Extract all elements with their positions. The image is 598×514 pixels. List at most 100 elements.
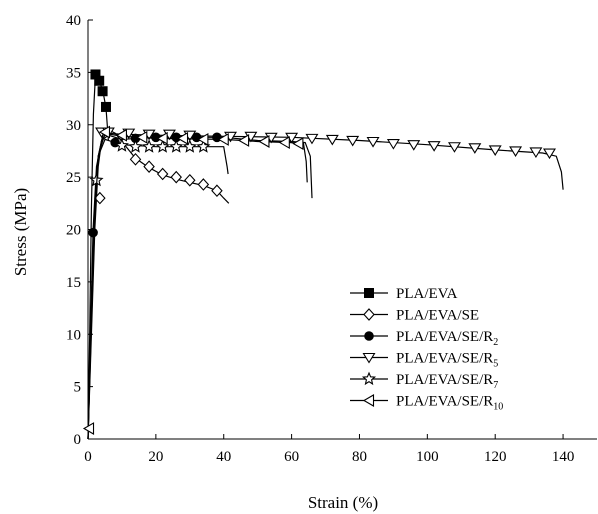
data-point	[529, 147, 543, 159]
data-point	[143, 160, 155, 173]
y-tick-label: 10	[66, 327, 81, 343]
legend-label-subscript: 2	[493, 337, 498, 348]
series-layer	[82, 69, 564, 440]
y-tick-label: 30	[66, 118, 81, 134]
data-point	[170, 170, 182, 184]
data-point	[155, 139, 170, 153]
axes	[87, 19, 597, 440]
x-tick-label: 120	[484, 449, 507, 465]
legend-label-text: PLA/EVA	[396, 286, 458, 302]
legend-marker	[361, 371, 377, 386]
data-point	[509, 146, 523, 157]
data-point	[325, 134, 339, 146]
data-point	[142, 139, 157, 153]
x-tick-label: 80	[352, 449, 367, 465]
legend-item: PLA/EVA/SE	[350, 308, 479, 324]
data-point	[156, 167, 169, 181]
data-point	[488, 145, 502, 156]
series-line	[87, 129, 230, 440]
data-point	[468, 143, 482, 154]
y-tick-label: 20	[66, 223, 81, 239]
legend-marker	[364, 288, 374, 298]
legend-item: PLA/EVA	[350, 286, 458, 302]
data-point	[182, 139, 197, 153]
y-axis-title: Stress (MPa)	[11, 188, 30, 276]
series-3	[87, 132, 313, 440]
legend: PLA/EVAPLA/EVA/SEPLA/EVA/SE/R2PLA/EVA/SE…	[350, 286, 503, 413]
x-tick-label: 60	[284, 449, 299, 465]
data-point	[386, 139, 400, 150]
data-point	[115, 128, 127, 142]
legend-label-subscript: 5	[493, 359, 498, 370]
y-tick-label: 25	[66, 170, 81, 186]
legend-label: PLA/EVA	[396, 286, 458, 302]
legend-item: PLA/EVA/SE/R5	[350, 351, 498, 370]
data-point	[366, 136, 380, 148]
legend-label: PLA/EVA/SE	[396, 308, 479, 324]
legend-label-subscript: 10	[493, 402, 503, 413]
legend-label-text: PLA/EVA/SE	[396, 308, 479, 324]
data-point	[97, 86, 108, 97]
series-1	[87, 69, 111, 440]
data-point	[197, 132, 209, 146]
series-2	[87, 129, 230, 440]
data-point	[100, 101, 111, 112]
data-point	[346, 135, 360, 147]
legend-marker	[362, 394, 375, 407]
data-point	[278, 136, 290, 150]
data-point	[237, 134, 250, 147]
legend-item: PLA/EVA/SE/R7	[350, 371, 498, 391]
data-point	[156, 131, 168, 145]
data-point	[543, 148, 556, 160]
x-tick-label: 0	[84, 449, 92, 465]
legend-marker	[362, 352, 376, 364]
data-point	[258, 135, 270, 148]
x-tick-label: 20	[148, 449, 163, 465]
data-point	[136, 130, 148, 144]
legend-label-text: PLA/EVA/SE/R	[396, 329, 493, 345]
data-point	[407, 140, 421, 151]
x-tick-label: 100	[416, 449, 439, 465]
data-point	[88, 227, 98, 238]
legend-item: PLA/EVA/SE/R10	[350, 394, 503, 413]
legend-label-subscript: 7	[493, 380, 498, 391]
legend-marker	[364, 331, 374, 341]
legend-label-text: PLA/EVA/SE/R	[396, 351, 493, 367]
y-tick-label: 40	[66, 13, 81, 29]
data-point	[211, 184, 223, 198]
data-point	[305, 133, 319, 145]
data-point	[129, 152, 142, 166]
x-tick-label: 140	[552, 449, 575, 465]
data-point	[169, 139, 184, 153]
legend-label-text: PLA/EVA/SE/R	[396, 394, 493, 410]
y-tick-label: 15	[66, 275, 81, 291]
y-tick-label: 35	[66, 65, 81, 81]
y-tick-label: 5	[74, 380, 82, 396]
data-point	[98, 125, 111, 139]
data-point	[176, 131, 189, 145]
data-point	[82, 422, 95, 435]
legend-marker	[363, 308, 375, 321]
data-point	[447, 142, 461, 153]
x-tick-label: 40	[216, 449, 231, 465]
legend-label: PLA/EVA/SE/R7	[396, 372, 498, 391]
legend-label: PLA/EVA/SE/R10	[396, 394, 503, 413]
x-axis-title: Strain (%)	[308, 493, 378, 512]
series-6	[82, 125, 308, 440]
data-point	[197, 178, 210, 191]
data-point	[94, 75, 105, 86]
data-point	[217, 132, 229, 146]
series-line	[87, 134, 313, 440]
data-point	[114, 138, 129, 152]
legend-label-text: PLA/EVA/SE/R	[396, 372, 493, 388]
data-point	[427, 141, 441, 152]
legend-label: PLA/EVA/SE/R5	[396, 351, 498, 370]
series-line	[87, 132, 308, 440]
legend-label: PLA/EVA/SE/R2	[396, 329, 498, 348]
legend-item: PLA/EVA/SE/R2	[350, 329, 498, 348]
data-point	[292, 137, 304, 151]
data-point	[184, 173, 196, 187]
y-tick-label: 0	[74, 432, 82, 448]
